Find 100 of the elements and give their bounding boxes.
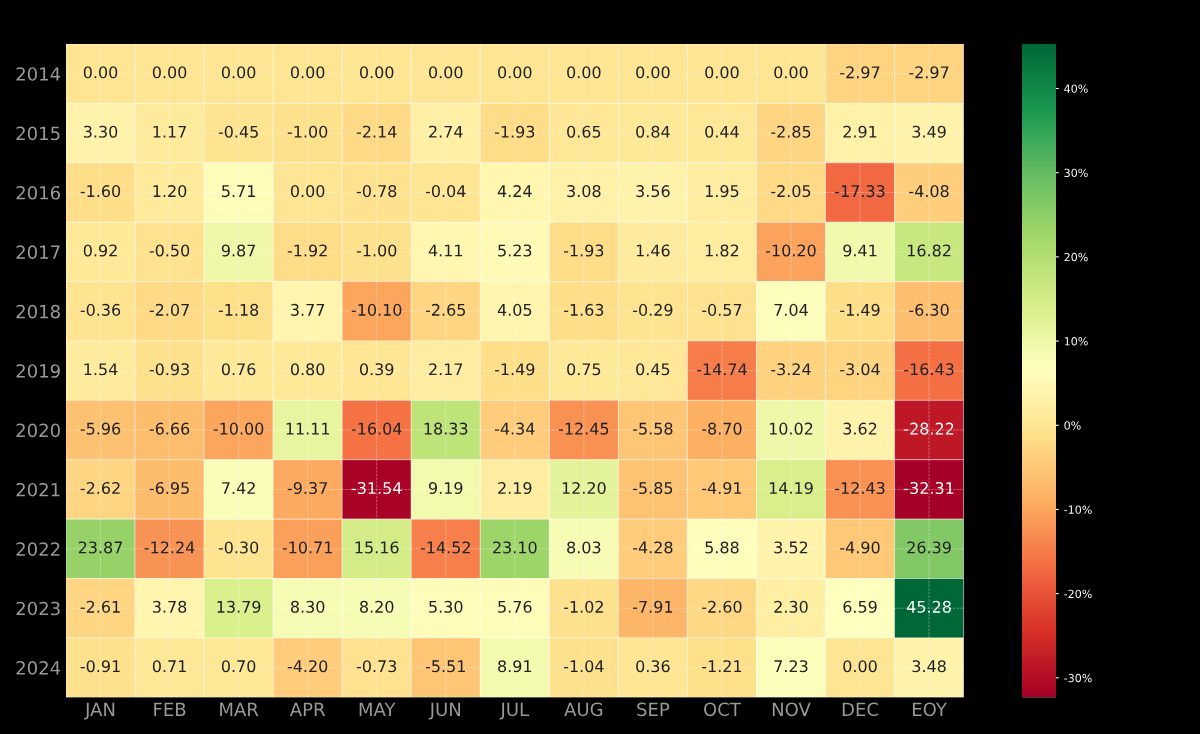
data-label: 13.79 — [217, 600, 261, 613]
data-label: 0.71 — [152, 660, 186, 673]
y-tick-label: 2024 — [16, 661, 61, 675]
data-label: -0.78 — [356, 185, 397, 198]
data-label: 3.77 — [291, 303, 325, 316]
data-label: -0.91 — [80, 660, 120, 673]
data-label: -1.60 — [80, 185, 121, 198]
data-label: 2.74 — [429, 125, 463, 138]
data-label: -0.04 — [425, 185, 466, 198]
data-label: -4.20 — [287, 660, 328, 673]
data-label: -1.00 — [287, 125, 328, 138]
data-label: 9.87 — [221, 244, 256, 257]
x-tick-label: EOY — [913, 702, 947, 717]
x-tick-label: DEC — [842, 702, 879, 717]
data-label: 3.56 — [636, 185, 670, 198]
data-label: 12.20 — [562, 482, 606, 495]
data-label: -0.45 — [218, 125, 258, 138]
data-label: 0.00 — [498, 66, 532, 79]
data-label: -0.29 — [633, 303, 673, 316]
data-label: -10.10 — [351, 303, 402, 316]
data-label: -2.61 — [80, 600, 120, 613]
data-label: -2.85 — [771, 125, 811, 138]
data-label: 4.11 — [428, 244, 463, 257]
data-label: 8.03 — [567, 541, 601, 554]
data-label: 15.16 — [355, 541, 399, 554]
color-bar-label: -20% — [1064, 589, 1092, 599]
data-label: 3.78 — [153, 600, 187, 613]
data-label: 7.04 — [774, 303, 808, 316]
data-label: 3.48 — [912, 660, 946, 673]
data-label: -3.04 — [840, 363, 880, 376]
data-label: -0.36 — [80, 303, 121, 316]
x-tick-label: MAY — [359, 702, 396, 716]
x-tick-label: JUL — [499, 702, 529, 720]
data-label: -7.91 — [633, 600, 673, 613]
data-label: -28.22 — [904, 422, 954, 435]
data-label: 0.00 — [774, 66, 808, 79]
data-label: 2.30 — [774, 600, 808, 613]
x-tick-label: SEP — [637, 702, 670, 717]
data-label: 0.00 — [83, 66, 118, 79]
data-label: 1.95 — [705, 185, 739, 198]
data-label: -12.45 — [558, 422, 609, 435]
data-label: -4.34 — [494, 422, 535, 435]
data-label: -12.43 — [835, 482, 885, 495]
data-label: 0.00 — [359, 66, 394, 79]
data-label: 16.82 — [907, 244, 951, 257]
data-label: -4.91 — [702, 482, 742, 495]
data-label: 0.45 — [636, 363, 670, 376]
data-label: -0.30 — [218, 541, 259, 554]
data-label: 6.59 — [843, 600, 877, 613]
data-label: 7.23 — [774, 660, 808, 673]
data-label: -10.20 — [766, 244, 816, 257]
y-tick-label: 2014 — [16, 67, 61, 81]
data-label: -6.95 — [149, 482, 189, 495]
data-label: -1.04 — [563, 660, 604, 673]
data-label: 3.08 — [567, 185, 601, 198]
data-label: 23.87 — [78, 541, 123, 554]
data-label: 0.00 — [705, 66, 739, 79]
x-tick-label: AUG — [564, 702, 603, 717]
data-label: -1.00 — [356, 244, 397, 257]
data-label: -5.51 — [425, 660, 465, 673]
data-label: -12.24 — [144, 541, 195, 554]
color-bar-label: 40% — [1064, 84, 1088, 93]
data-label: 9.41 — [843, 244, 877, 257]
data-label: 0.76 — [221, 363, 256, 376]
color-bar-label: 20% — [1064, 252, 1088, 262]
data-label: -2.97 — [840, 66, 880, 79]
data-label: -3.24 — [771, 363, 811, 376]
data-label: 0.44 — [705, 125, 739, 138]
data-label: -1.18 — [218, 303, 259, 316]
data-label: 26.39 — [907, 541, 951, 554]
y-tick-label: 2016 — [16, 185, 60, 200]
y-tick-label: 2017 — [16, 245, 60, 260]
data-label: 8.20 — [360, 600, 394, 613]
data-label: 0.84 — [636, 125, 670, 138]
data-label: -1.49 — [494, 363, 535, 376]
data-label: 4.05 — [497, 303, 532, 316]
data-label: 8.30 — [290, 600, 325, 613]
data-label: 3.52 — [774, 541, 808, 554]
data-label: -14.74 — [696, 363, 747, 376]
data-label: 23.10 — [493, 541, 537, 554]
data-label: 5.88 — [705, 541, 739, 554]
data-label: 11.11 — [286, 422, 330, 435]
data-label: 1.54 — [84, 363, 118, 376]
y-tick-label: 2020 — [16, 423, 60, 438]
x-tick-label: JAN — [84, 702, 115, 720]
x-tick-label: MAR — [220, 702, 259, 716]
data-label: -5.96 — [80, 422, 121, 435]
data-label: 14.19 — [769, 482, 813, 495]
data-label: 5.30 — [429, 600, 463, 613]
y-tick-label: 2019 — [16, 364, 60, 378]
data-label: 3.30 — [83, 125, 118, 138]
data-label: 0.65 — [567, 125, 601, 138]
data-label: 0.00 — [221, 66, 256, 79]
data-label: 10.02 — [769, 422, 813, 435]
data-label: 2.91 — [843, 125, 877, 138]
x-tick-label: FEB — [154, 702, 186, 716]
data-label: 9.19 — [428, 482, 463, 495]
color-bar-label: -30% — [1064, 673, 1092, 683]
data-label: -2.97 — [909, 66, 949, 79]
color-bar-label: 0% — [1064, 421, 1081, 430]
